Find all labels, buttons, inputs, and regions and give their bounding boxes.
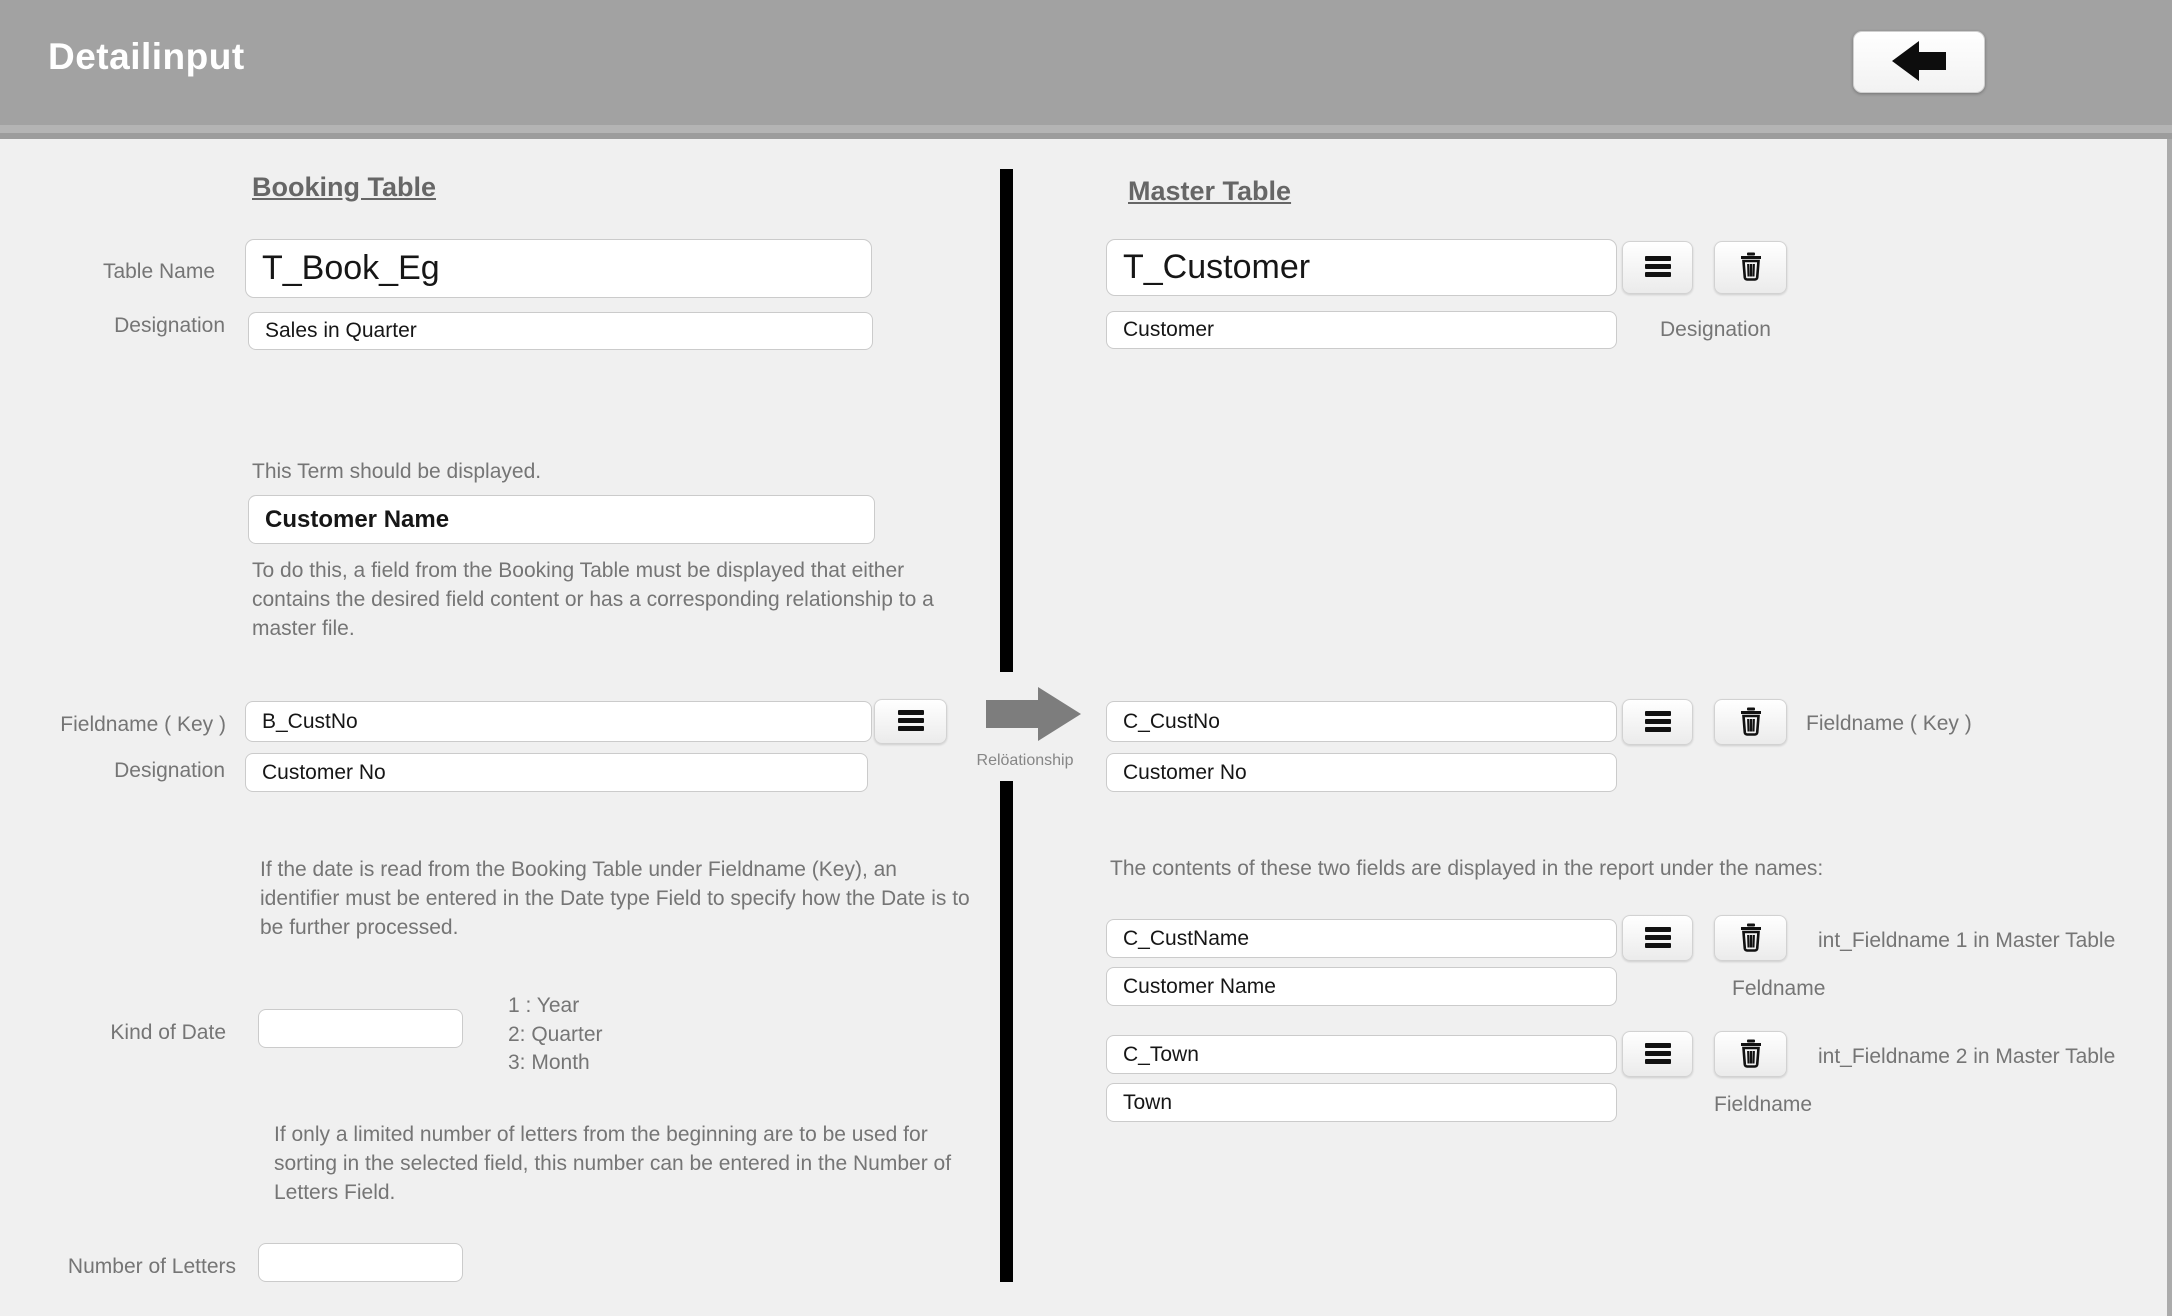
- trash-icon: [1738, 1038, 1764, 1071]
- number-of-letters-label: Number of Letters: [67, 1255, 236, 1278]
- header-bar: [0, 0, 2172, 125]
- booking-fieldname-menu-button[interactable]: [874, 699, 947, 744]
- int-fieldname2-input[interactable]: [1106, 1035, 1617, 1074]
- relationship-arrow-icon: [986, 685, 1082, 748]
- date-explanation-text: If the date is read from the Booking Tab…: [260, 858, 970, 939]
- hamburger-menu-icon: [897, 708, 925, 735]
- back-button[interactable]: [1853, 31, 1985, 93]
- divider-line-bottom: [1000, 781, 1013, 1282]
- back-arrow-icon: [1889, 39, 1949, 86]
- booking-fieldname-key-label: Fieldname ( Key ): [60, 713, 226, 736]
- master-table-menu-button[interactable]: [1622, 241, 1693, 294]
- trash-icon: [1738, 706, 1764, 739]
- master-designation-input[interactable]: [1106, 311, 1617, 349]
- booking-designation-input[interactable]: [248, 312, 873, 350]
- master-table-heading: Master Table: [1128, 176, 1292, 206]
- term-hint-text: This Term should be displayed.: [252, 460, 542, 483]
- booking-table-heading: Booking Table: [252, 172, 437, 202]
- letters-explanation-text: If only a limited number of letters from…: [274, 1123, 952, 1204]
- master-designation-label: Designation: [1660, 318, 1771, 341]
- display-term-input[interactable]: [248, 495, 875, 544]
- master-designation2-input[interactable]: [1106, 753, 1617, 792]
- header-divider-light: [0, 125, 2172, 133]
- int-fieldname2-designation-label: Fieldname: [1714, 1093, 1813, 1116]
- master-fieldname-menu-button[interactable]: [1622, 699, 1693, 745]
- header-divider-dark: [0, 133, 2172, 139]
- date-option-quarter: 2: Quarter: [508, 1023, 603, 1046]
- divider-line-top: [1000, 169, 1013, 672]
- int-fieldname1-designation-input[interactable]: [1106, 967, 1617, 1006]
- int-fieldname2-menu-button[interactable]: [1622, 1031, 1693, 1077]
- master-fieldname-key-label: Fieldname ( Key ): [1806, 712, 1972, 735]
- table-name-label: Table Name: [102, 260, 215, 283]
- int-fieldname2-delete-button[interactable]: [1714, 1031, 1787, 1077]
- hamburger-menu-icon: [1644, 254, 1672, 281]
- number-of-letters-input[interactable]: [258, 1243, 463, 1282]
- int-fieldname1-delete-button[interactable]: [1714, 915, 1787, 961]
- kind-of-date-label: Kind of Date: [110, 1021, 226, 1044]
- booking-designation-label: Designation: [114, 314, 225, 337]
- int-fieldname2-label: int_Fieldname 2 in Master Table: [1818, 1045, 2116, 1068]
- hamburger-menu-icon: [1644, 925, 1672, 952]
- relationship-label: Relöationship: [976, 752, 1074, 769]
- master-table-name-input[interactable]: [1106, 239, 1617, 296]
- int-fieldname2-designation-input[interactable]: [1106, 1083, 1617, 1122]
- contents-explanation-text: The contents of these two fields are dis…: [1110, 857, 1824, 880]
- int-fieldname1-label: int_Fieldname 1 in Master Table: [1818, 929, 2116, 952]
- date-option-month: 3: Month: [508, 1051, 590, 1074]
- hamburger-menu-icon: [1644, 1041, 1672, 1068]
- date-option-year: 1 : Year: [508, 994, 580, 1017]
- hamburger-menu-icon: [1644, 709, 1672, 736]
- master-fieldname-delete-button[interactable]: [1714, 699, 1787, 745]
- master-fieldname-input[interactable]: [1106, 701, 1617, 742]
- booking-designation2-input[interactable]: [245, 753, 868, 792]
- page-title: Detailinput: [48, 36, 245, 77]
- window-right-border: [2167, 139, 2172, 1316]
- int-fieldname1-designation-label: Feldname: [1732, 977, 1826, 1000]
- int-fieldname1-menu-button[interactable]: [1622, 915, 1693, 961]
- master-table-delete-button[interactable]: [1714, 241, 1787, 294]
- booking-designation2-label: Designation: [114, 759, 225, 782]
- kind-of-date-input[interactable]: [258, 1009, 463, 1048]
- trash-icon: [1738, 251, 1764, 284]
- term-explanation-text: To do this, a field from the Booking Tab…: [252, 559, 934, 640]
- trash-icon: [1738, 922, 1764, 955]
- booking-table-name-input[interactable]: [245, 239, 872, 298]
- int-fieldname1-input[interactable]: [1106, 919, 1617, 958]
- booking-fieldname-input[interactable]: [245, 701, 872, 742]
